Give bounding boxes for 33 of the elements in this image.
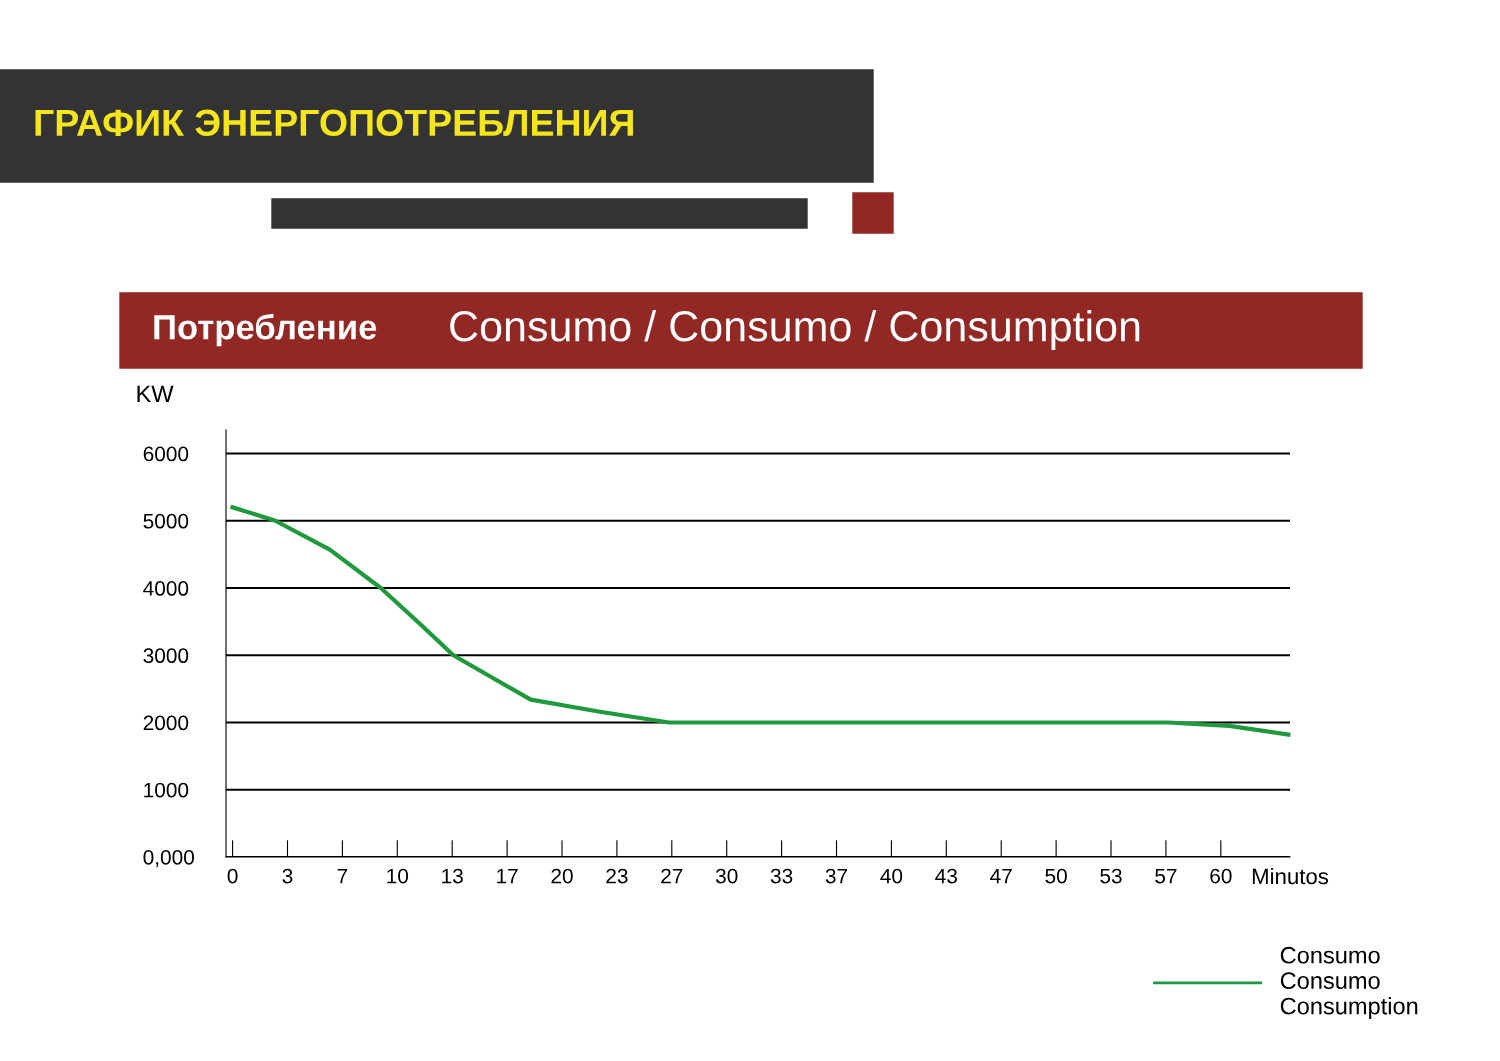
x-tick-label: 60 [1210, 868, 1232, 884]
y-tick-label: 5000 [143, 513, 189, 529]
y-tick-label: 2000 [143, 715, 189, 731]
y-tick-label: 0,000 [143, 850, 194, 868]
x-tick-label: 17 [497, 868, 518, 884]
x-tick-label: 7 [337, 868, 348, 884]
x-tick-label: 57 [1155, 868, 1177, 884]
y-tick-label: 6000 [143, 446, 189, 462]
x-tick-label: 40 [880, 868, 903, 884]
x-tick-label: 23 [606, 868, 628, 884]
x-tick-label: 50 [1045, 868, 1067, 884]
x-tick-label: 33 [770, 868, 793, 884]
x-tick-label: 37 [825, 868, 848, 884]
x-tick-label: 10 [387, 868, 409, 884]
y-tick-label: 3000 [143, 648, 189, 664]
x-tick-label: 47 [990, 868, 1012, 884]
text: Consumo / Consumo / Consumption [450, 309, 1140, 351]
line-series [230, 505, 1291, 737]
x-tick-label: 0 [227, 868, 238, 884]
x-tick-label: 27 [661, 868, 683, 884]
x-tick-label: 13 [442, 868, 463, 884]
chart-title: ГРАФИК ЭНЕРГОПОТРЕБЛЕНИЯ [35, 109, 633, 137]
chart-subtitle: Потребление [154, 313, 377, 347]
x-tick-label: 30 [715, 868, 738, 884]
x-tick-label: 53 [1100, 868, 1122, 884]
y-axis-title: KW [137, 385, 174, 402]
x-axis-title: Minutos [1252, 867, 1329, 885]
x-tick-label: 43 [935, 868, 957, 884]
y-tick-label: 1000 [144, 782, 189, 798]
y-tick-label: 4000 [143, 581, 189, 596]
x-tick-label: 20 [551, 868, 573, 884]
legend-label: Consumo Consumo Consumption [1280, 946, 1418, 1020]
x-tick-label: 3 [282, 868, 293, 884]
